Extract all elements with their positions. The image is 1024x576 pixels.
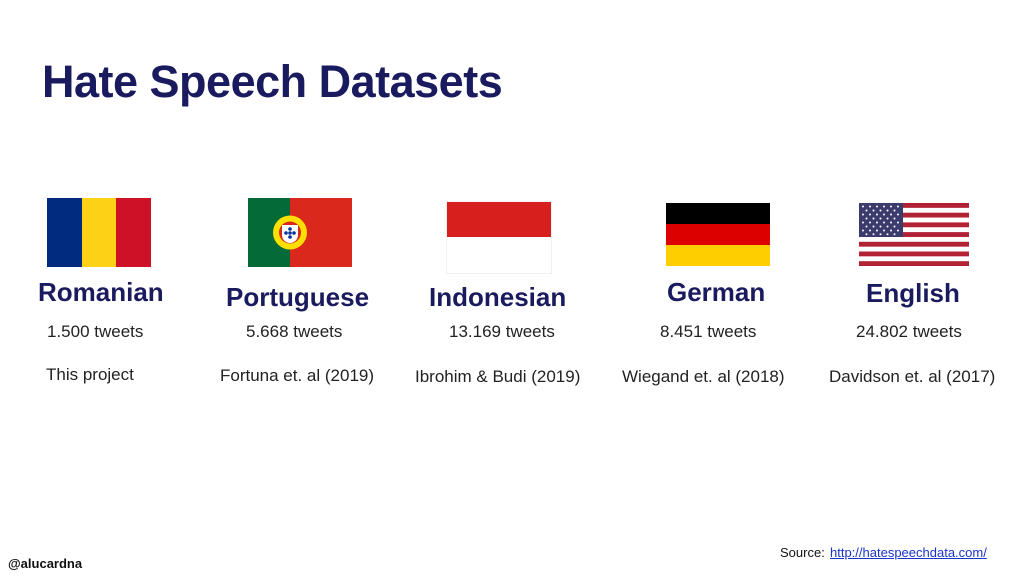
reference-romanian: This project <box>46 365 134 384</box>
tweet-count-german: 8.451 tweets <box>660 322 757 341</box>
author-handle: @alucardna <box>8 556 83 571</box>
language-label-romanian: Romanian <box>38 277 164 307</box>
reference-english: Davidson et. al (2017) <box>829 367 996 386</box>
language-label-indonesian: Indonesian <box>429 282 567 312</box>
usa-flag-icon <box>859 203 969 266</box>
language-label-german: German <box>667 277 766 307</box>
source-label: Source: <box>780 545 825 560</box>
source-link[interactable]: http://hatespeechdata.com/ <box>830 545 987 560</box>
portugal-flag-icon <box>248 198 352 267</box>
tweet-count-romanian: 1.500 tweets <box>47 322 144 341</box>
germany-flag-icon <box>666 203 770 266</box>
language-label-english: English <box>866 278 960 308</box>
tweet-count-english: 24.802 tweets <box>856 322 962 341</box>
slide-title: Hate Speech Datasets <box>42 56 503 107</box>
reference-german: Wiegand et. al (2018) <box>622 367 785 386</box>
reference-indonesian: Ibrohim & Budi (2019) <box>415 367 581 386</box>
indonesia-flag-icon <box>446 201 552 274</box>
romania-flag-icon <box>47 198 151 267</box>
reference-portuguese: Fortuna et. al (2019) <box>220 366 375 385</box>
tweet-count-indonesian: 13.169 tweets <box>449 322 555 341</box>
tweet-count-portuguese: 5.668 tweets <box>246 322 343 341</box>
language-label-portuguese: Portuguese <box>226 282 370 312</box>
